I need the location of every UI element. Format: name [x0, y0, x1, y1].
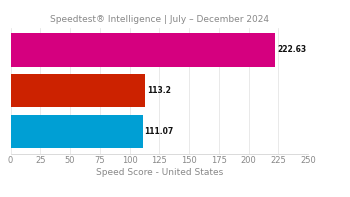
X-axis label: Speed Score - United States: Speed Score - United States — [96, 168, 223, 177]
Bar — [10, 74, 145, 107]
Text: 113.2: 113.2 — [147, 86, 171, 95]
Text: 222.63: 222.63 — [277, 46, 306, 54]
Title: Speedtest® Intelligence | July – December 2024: Speedtest® Intelligence | July – Decembe… — [50, 15, 269, 24]
Bar — [10, 33, 275, 67]
Text: 111.07: 111.07 — [145, 127, 174, 136]
Bar — [10, 115, 143, 148]
